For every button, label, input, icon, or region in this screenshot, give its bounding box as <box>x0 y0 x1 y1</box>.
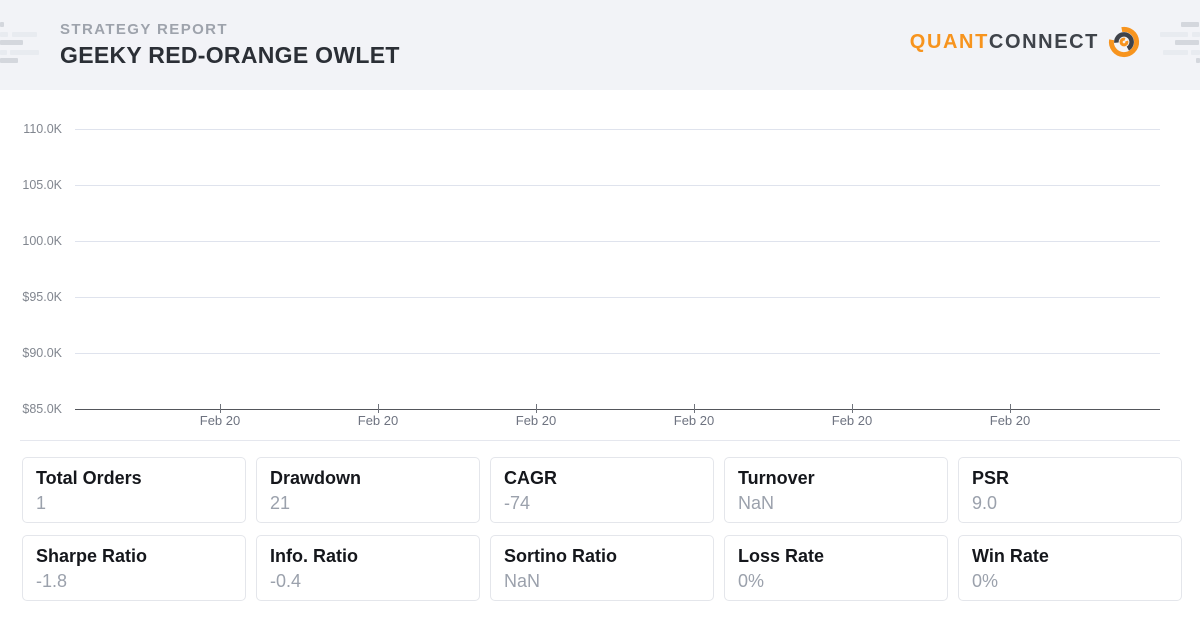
deco-bar <box>1175 40 1199 45</box>
x-axis-tick-label: Feb 20 <box>831 413 873 428</box>
report-header: STRATEGY REPORT GEEKY RED-ORANGE OWLET Q… <box>0 0 1200 90</box>
gridline <box>75 241 1160 242</box>
stat-card-cagr: CAGR -74 <box>490 457 714 523</box>
deco-bar <box>0 31 8 37</box>
stat-value: NaN <box>504 571 541 591</box>
stat-card-sortino-ratio: Sortino Ratio NaN <box>490 535 714 601</box>
x-axis-tick <box>694 404 695 413</box>
stat-label: PSR <box>972 468 1010 488</box>
stat-value: -0.4 <box>270 571 302 591</box>
x-axis-tick-label: Feb 20 <box>515 413 557 428</box>
gridline <box>75 185 1160 186</box>
stat-label: Drawdown <box>270 468 362 488</box>
report-type-label: STRATEGY REPORT <box>60 21 228 38</box>
x-axis-tick-label: Feb 20 <box>673 413 715 428</box>
stat-label: Turnover <box>738 468 815 488</box>
deco-bar <box>1192 31 1200 37</box>
stat-value: -1.8 <box>36 571 68 591</box>
stat-card-turnover: Turnover NaN <box>724 457 948 523</box>
quantconnect-logo: QUANTCONNECT <box>910 24 1142 60</box>
stat-label: Sharpe Ratio <box>36 546 148 566</box>
stat-value: 0% <box>738 571 765 591</box>
y-axis-tick-label: 105.0K <box>22 178 62 192</box>
stat-card-win-rate: Win Rate 0% <box>958 535 1182 601</box>
brand-quant-text: QUANT <box>909 30 989 53</box>
x-axis-line <box>75 408 1160 410</box>
y-axis-tick-label: $95.0K <box>22 290 62 304</box>
x-axis-tick <box>536 404 537 413</box>
stat-card-loss-rate: Loss Rate 0% <box>724 535 948 601</box>
deco-bar <box>1181 22 1199 27</box>
stat-label: Win Rate <box>972 546 1049 566</box>
stat-card-drawdown: Drawdown 21 <box>256 457 480 523</box>
stat-value: 1 <box>36 493 47 513</box>
deco-bar <box>10 49 39 55</box>
stat-card-info-ratio: Info. Ratio -0.4 <box>256 535 480 601</box>
stat-value: NaN <box>738 493 775 513</box>
stat-value: -74 <box>504 493 531 513</box>
strategy-title: GEEKY RED-ORANGE OWLET <box>60 42 400 68</box>
x-axis-tick-label: Feb 20 <box>989 413 1031 428</box>
deco-bar <box>1163 49 1188 55</box>
deco-bar <box>0 22 4 27</box>
gridline <box>75 297 1160 298</box>
y-axis-tick-label: $85.0K <box>22 402 62 416</box>
stat-label: Sortino Ratio <box>504 546 617 566</box>
gridline <box>75 129 1160 130</box>
stat-value: 0% <box>972 571 999 591</box>
quantconnect-mark-icon <box>1108 26 1140 58</box>
stat-label: Loss Rate <box>738 546 825 566</box>
section-divider <box>20 440 1180 441</box>
deco-bar <box>1196 58 1200 63</box>
x-axis-tick <box>1010 404 1011 413</box>
stat-label: Info. Ratio <box>270 546 358 566</box>
deco-bar <box>12 31 37 37</box>
stat-card-total-orders: Total Orders 1 <box>22 457 246 523</box>
deco-bar <box>0 49 7 55</box>
stat-card-sharpe-ratio: Sharpe Ratio -1.8 <box>22 535 246 601</box>
y-axis-tick-label: $90.0K <box>22 346 62 360</box>
x-axis-tick <box>852 404 853 413</box>
stat-label: Total Orders <box>36 468 142 488</box>
x-axis-tick-label: Feb 20 <box>357 413 399 428</box>
deco-bar <box>0 58 18 63</box>
stat-label: CAGR <box>504 468 557 488</box>
y-axis-tick-label: 110.0K <box>23 122 62 136</box>
stat-card-psr: PSR 9.0 <box>958 457 1182 523</box>
deco-bar <box>1160 31 1188 37</box>
quantconnect-wordmark: QUANTCONNECT <box>910 31 1099 54</box>
x-axis-tick <box>220 404 221 413</box>
deco-bar <box>0 40 23 45</box>
stat-value: 21 <box>270 493 291 513</box>
y-axis-tick-label: 100.0K <box>22 234 62 248</box>
gridline <box>75 353 1160 354</box>
statistics-grid: Total Orders 1 Drawdown 21 CAGR -74 Turn… <box>22 457 1182 601</box>
deco-bar <box>1191 49 1200 55</box>
x-axis-tick-label: Feb 20 <box>199 413 241 428</box>
stat-value: 9.0 <box>972 493 998 513</box>
brand-connect-text: CONNECT <box>988 30 1099 53</box>
equity-chart: 110.0K 105.0K 100.0K $95.0K $90.0K $85.0… <box>0 90 1200 440</box>
x-axis-tick <box>378 404 379 413</box>
